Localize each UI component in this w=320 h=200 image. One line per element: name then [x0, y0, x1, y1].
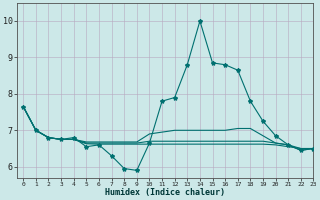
X-axis label: Humidex (Indice chaleur): Humidex (Indice chaleur)	[105, 188, 225, 197]
